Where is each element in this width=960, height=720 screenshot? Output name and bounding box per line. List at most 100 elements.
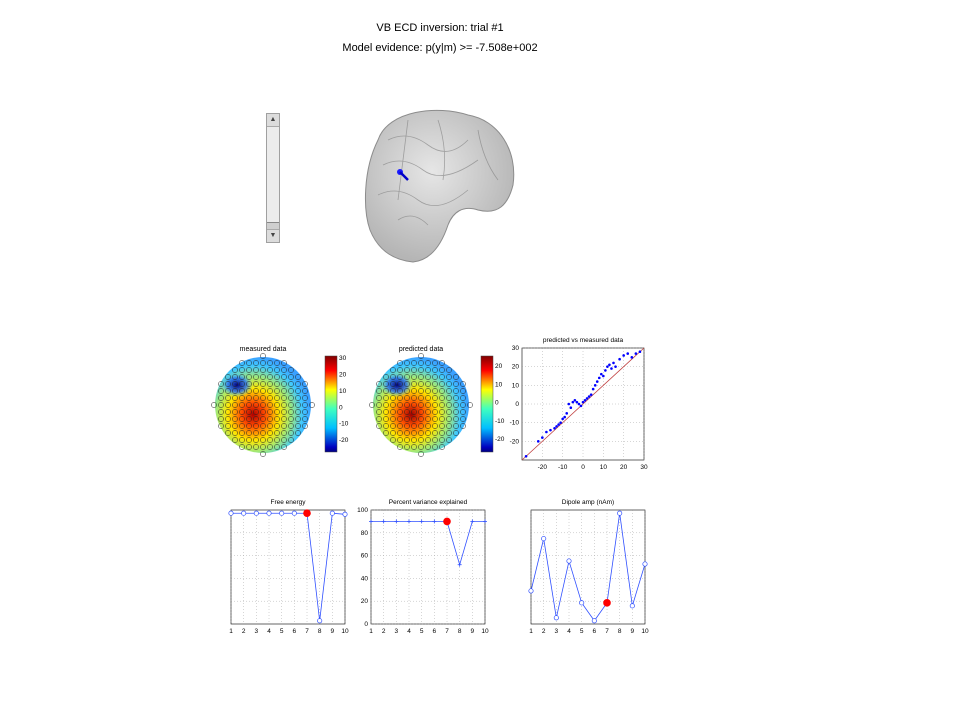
trial-slider[interactable]: ▲ ▼ bbox=[266, 113, 280, 243]
x-tick-label: 5 bbox=[420, 628, 424, 635]
sensor-dot bbox=[260, 437, 266, 443]
sensor-dot bbox=[439, 402, 445, 408]
sensor-dot bbox=[453, 409, 459, 415]
scatter-point bbox=[545, 430, 548, 434]
chart-title: Dipole amp (nAm) bbox=[562, 499, 614, 506]
x-tick-label: 5 bbox=[580, 628, 584, 635]
sensor-dot bbox=[232, 430, 238, 436]
sensor-dot bbox=[295, 409, 301, 415]
sensor-dot bbox=[281, 402, 287, 408]
sensor-dot bbox=[418, 423, 424, 429]
sensor-dot bbox=[418, 444, 424, 450]
sensor-dot bbox=[425, 437, 431, 443]
selected-trial-marker bbox=[443, 517, 451, 526]
scatter-point bbox=[559, 421, 562, 424]
sensor-dot bbox=[239, 430, 245, 436]
sensor-dot bbox=[439, 367, 445, 373]
x-tick-label: 3 bbox=[395, 628, 399, 635]
sensor-dot bbox=[432, 367, 438, 373]
x-tick-label: -20 bbox=[538, 464, 548, 471]
selected-trial-marker bbox=[603, 599, 611, 607]
sensor-dot bbox=[253, 388, 259, 394]
x-tick-label: 30 bbox=[640, 464, 648, 471]
colorbar-predicted bbox=[480, 355, 494, 453]
sensor-dot bbox=[281, 374, 287, 380]
sensor-dot bbox=[383, 430, 389, 436]
sensor-dot bbox=[302, 423, 308, 429]
sensor-dot bbox=[383, 423, 389, 429]
sensor-dot bbox=[439, 444, 445, 450]
sensor-dot bbox=[460, 381, 466, 387]
sensor-dot bbox=[232, 402, 238, 408]
sensor-dot bbox=[425, 367, 431, 373]
sensor-dot bbox=[376, 423, 382, 429]
sensor-dot bbox=[383, 409, 389, 415]
sensor-dot bbox=[239, 395, 245, 401]
scatter-point bbox=[604, 369, 607, 372]
free-energy-chart: Free energy 1 2 3 4 5 6 7 8 9 10 bbox=[228, 499, 349, 635]
plot-area bbox=[530, 509, 646, 625]
scatter-point bbox=[585, 397, 589, 400]
colorbar-tick-label: -20 bbox=[339, 437, 349, 444]
sensor-dot bbox=[232, 388, 238, 394]
sensor-dot bbox=[232, 423, 238, 429]
sensor-dot bbox=[376, 402, 382, 408]
sensor-dot bbox=[439, 381, 445, 387]
sensor-dot bbox=[246, 423, 252, 429]
sensor-dot bbox=[246, 437, 252, 443]
sensor-dot bbox=[425, 402, 431, 408]
sensor-dot bbox=[239, 437, 245, 443]
plot-area bbox=[230, 509, 346, 625]
sensor-dot bbox=[439, 416, 445, 422]
sensor-dot bbox=[397, 360, 403, 366]
scatter-point bbox=[626, 352, 630, 355]
topo-measured-panel: measured data 30 20 10 0 -10 -20 bbox=[211, 346, 349, 457]
sensor-dot bbox=[446, 388, 452, 394]
sensor-dot bbox=[218, 395, 224, 401]
sensor-dot bbox=[460, 416, 466, 422]
sensor-dot bbox=[225, 423, 231, 429]
brain-render[interactable] bbox=[358, 100, 518, 270]
data-marker bbox=[241, 510, 247, 516]
sensor-dot bbox=[439, 437, 445, 443]
sensor-dot bbox=[267, 416, 273, 422]
x-tick-label: 2 bbox=[382, 628, 386, 635]
arrow-down-icon[interactable]: ▼ bbox=[267, 229, 279, 242]
sensor-dot bbox=[267, 402, 273, 408]
colorbar-tick-label: 20 bbox=[495, 363, 503, 370]
data-marker bbox=[528, 588, 534, 594]
scatter-point bbox=[630, 356, 634, 359]
sensor-dot bbox=[439, 395, 445, 401]
scatter-point bbox=[608, 363, 611, 367]
sensor-dot bbox=[225, 381, 231, 387]
sensor-dot bbox=[446, 395, 452, 401]
sensor-dot bbox=[425, 395, 431, 401]
sensor-dot bbox=[376, 416, 382, 422]
sensor-dot bbox=[288, 395, 294, 401]
sensor-dot bbox=[397, 437, 403, 443]
sensor-dot bbox=[274, 360, 280, 366]
scatter-point bbox=[579, 404, 583, 408]
sensor-dot bbox=[295, 395, 301, 401]
scatter-point bbox=[634, 352, 638, 355]
sensor-dot bbox=[453, 423, 459, 429]
sensor-dot bbox=[432, 381, 438, 387]
scatter-point bbox=[553, 426, 556, 430]
sensor-dot bbox=[239, 360, 245, 366]
sensor-dot bbox=[432, 444, 438, 450]
sensor-dot bbox=[225, 416, 231, 422]
sensor-dot bbox=[281, 381, 287, 387]
sensor-dot bbox=[439, 360, 445, 366]
dipole-marker bbox=[397, 169, 409, 181]
sensor-dot bbox=[281, 388, 287, 394]
sensor-dot bbox=[274, 430, 280, 436]
sensor-dot bbox=[432, 395, 438, 401]
sensor-dot bbox=[232, 374, 238, 380]
arrow-up-icon[interactable]: ▲ bbox=[267, 114, 279, 127]
topo-predicted-panel: predicted data 20 10 0 -10 -20 bbox=[369, 346, 505, 457]
sensor-dot bbox=[246, 444, 252, 450]
sensor-dot bbox=[411, 423, 417, 429]
sensor-dot bbox=[274, 374, 280, 380]
sensor-dot bbox=[404, 367, 410, 373]
sensor-dot bbox=[246, 409, 252, 415]
